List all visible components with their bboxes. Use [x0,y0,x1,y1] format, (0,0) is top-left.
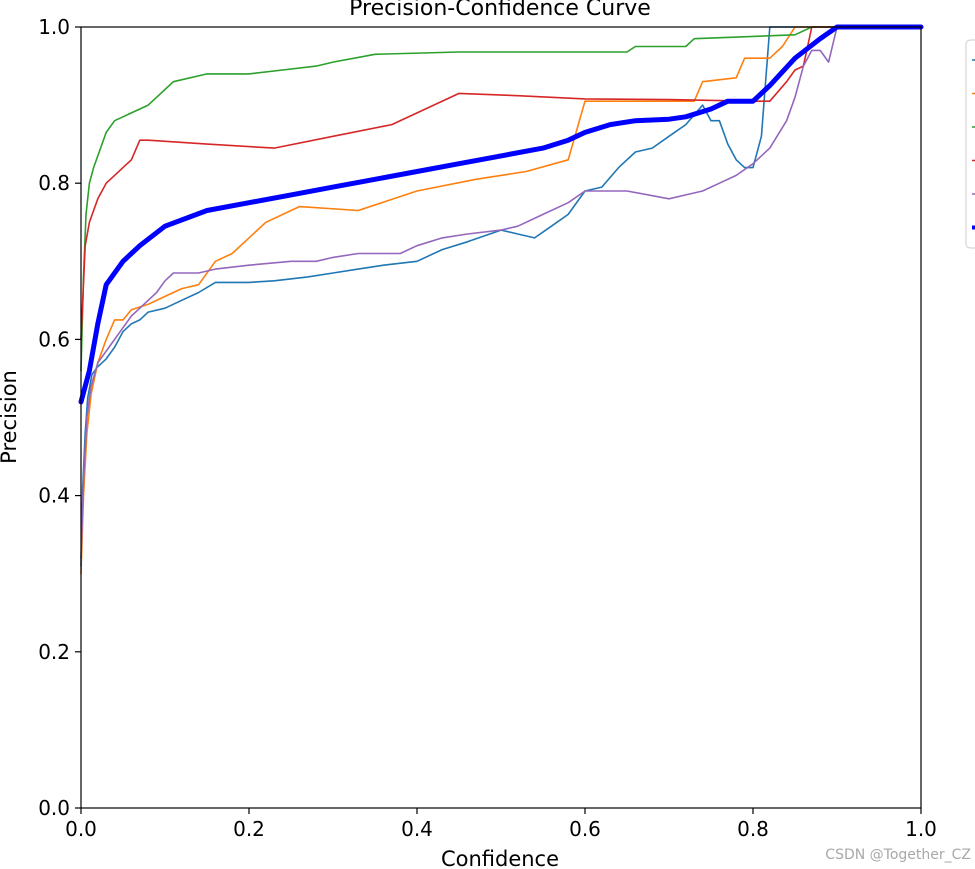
y-axis-title: Precision [0,370,21,464]
x-axis: 0.0 0.2 0.4 0.6 0.8 1.0 [65,808,937,841]
y-axis: 0.0 0.2 0.4 0.6 0.8 1.0 [38,15,81,820]
legend [965,39,975,249]
series-line-all-classes [78,24,924,405]
y-tick-label: 0.4 [38,484,70,508]
x-tick-label: 0.2 [233,817,265,841]
y-tick-label: 0.8 [38,171,70,195]
x-tick-label: 0.6 [569,817,601,841]
x-tick-label: 0.4 [401,817,433,841]
series-line-3 [80,26,922,372]
y-tick-label: 1.0 [38,15,70,39]
y-tick-label: 0.2 [38,640,70,664]
curves-layer [78,24,924,575]
legend-box [965,39,975,249]
x-tick-label: 1.0 [905,817,937,841]
series-line-4 [80,26,922,341]
y-tick-label: 0.0 [38,796,70,820]
series-line-2 [80,26,922,575]
series-line-1 [80,26,922,567]
x-tick-label: 0.0 [65,817,97,841]
plot-frame [80,26,922,809]
x-axis-title: Confidence [441,847,559,869]
chart-title: Precision-Confidence Curve [349,0,651,21]
y-tick-label: 0.6 [38,327,70,351]
series-line-5 [80,26,922,559]
watermark: CSDN @Together_CZ [825,847,971,863]
x-tick-label: 0.8 [737,817,769,841]
